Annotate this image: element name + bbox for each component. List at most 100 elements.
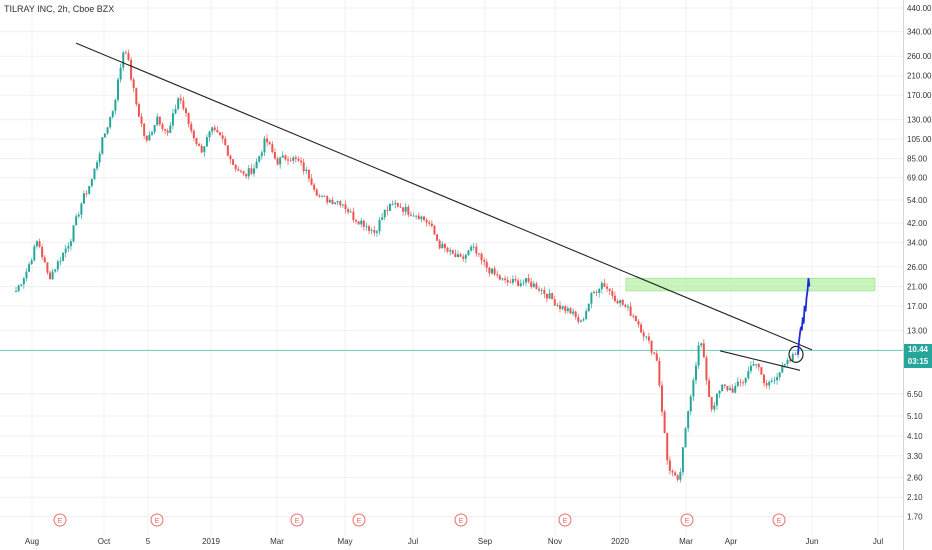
time-tick-label: 5: [146, 537, 151, 546]
candle-body: [287, 159, 289, 161]
candle-body: [666, 433, 669, 461]
candle-body: [483, 260, 486, 262]
candle-body: [268, 142, 271, 145]
candle-body: [224, 138, 227, 146]
candle-body: [420, 216, 423, 220]
price-tick-label: 1.70: [907, 513, 923, 522]
breakout-circle: [788, 345, 804, 363]
candle-body: [640, 324, 643, 333]
candle-body: [459, 254, 462, 257]
price-tick-label: 34.00: [907, 238, 928, 247]
candle-body: [203, 146, 206, 153]
price-tick-label: 54.00: [907, 196, 928, 205]
candle-body: [22, 278, 25, 285]
candle-body: [423, 216, 425, 220]
earnings-marker[interactable]: [53, 513, 67, 527]
price-tick-label: 105.00: [907, 135, 932, 144]
candle-body: [307, 169, 310, 179]
candle-body: [153, 124, 156, 133]
last-price-label: 10.44: [904, 344, 932, 357]
candle-body: [375, 231, 378, 233]
candle-body: [370, 230, 373, 231]
price-tick-label: 85.00: [907, 155, 928, 164]
earnings-marker[interactable]: [680, 513, 694, 527]
price-tick-label: 2.10: [907, 493, 923, 502]
price-axis[interactable]: 440.00 340.00 260.00 210.00 170.00 130.00 105.…: [907, 4, 932, 521]
candle-body: [661, 385, 663, 412]
candle-body: [119, 67, 122, 80]
time-tick-label: Mar: [270, 537, 284, 546]
candle-body: [49, 272, 51, 280]
candle-body: [25, 271, 28, 279]
candle-body: [349, 211, 352, 213]
candle-body: [404, 206, 407, 212]
candle-body: [491, 268, 493, 274]
candle-body: [90, 178, 93, 186]
earnings-marker[interactable]: [558, 513, 572, 527]
candle-body: [608, 288, 611, 292]
candle-body: [655, 353, 658, 361]
candle-body: [572, 311, 575, 314]
time-axis[interactable]: Aug Oct 5 2019 Mar May Jul Sep Nov 2020 Mar Apr Jun J…: [25, 537, 883, 546]
candle-body: [501, 278, 504, 280]
candle-body: [415, 215, 418, 217]
candle-body: [789, 360, 792, 361]
candle-body: [726, 385, 729, 391]
candle-body: [757, 364, 760, 368]
candle-body: [671, 470, 674, 473]
candle-body: [446, 248, 449, 252]
candle-body: [613, 295, 616, 301]
candle-body: [472, 246, 475, 248]
time-tick-label: 2020: [611, 537, 629, 546]
candle-body: [566, 308, 569, 312]
candle-body: [561, 306, 564, 309]
candle-body: [67, 246, 70, 249]
earnings-marker-label: E: [563, 518, 568, 525]
candle-body: [470, 246, 473, 251]
candle-body: [386, 209, 389, 211]
candle-body: [143, 123, 146, 136]
candle-body: [621, 300, 624, 305]
candle-body: [41, 246, 44, 258]
earnings-marker[interactable]: [352, 513, 366, 527]
candle-body: [791, 353, 794, 361]
candle-body: [281, 155, 284, 158]
earnings-marker[interactable]: [454, 513, 468, 527]
candle-body: [619, 300, 622, 304]
candle-body: [718, 390, 721, 394]
candle-body: [192, 130, 195, 139]
candle-body: [174, 108, 177, 114]
earnings-marker[interactable]: [150, 513, 164, 527]
candle-body: [697, 345, 700, 366]
candle-body: [781, 365, 784, 373]
candle-body: [310, 178, 313, 185]
candle-body: [624, 304, 627, 307]
candle-body: [38, 241, 41, 247]
candle-body: [467, 250, 470, 256]
candle-body: [56, 261, 59, 270]
candle-body: [198, 144, 201, 146]
candle-body: [684, 428, 687, 448]
candle-body: [289, 160, 292, 162]
candle-body: [75, 216, 78, 226]
candle-body: [679, 472, 682, 480]
price-tick-label: 69.00: [907, 174, 928, 183]
candle-body: [744, 378, 747, 383]
candle-body: [378, 220, 381, 232]
candle-body: [700, 343, 703, 346]
candle-body: [394, 202, 397, 205]
candle-body: [681, 447, 684, 473]
earnings-marker[interactable]: [290, 513, 304, 527]
candle-body: [357, 221, 360, 225]
candle-body: [211, 127, 214, 132]
earnings-marker[interactable]: [772, 513, 786, 527]
price-tick-label: 17.00: [907, 302, 928, 311]
candle-body: [428, 222, 431, 224]
candle-body: [93, 168, 96, 179]
candle-body: [776, 376, 779, 381]
time-tick-label: Jul: [873, 537, 883, 546]
time-tick-label: Aug: [25, 537, 39, 546]
descending-trendline: [75, 42, 813, 351]
candle-body: [559, 305, 561, 309]
